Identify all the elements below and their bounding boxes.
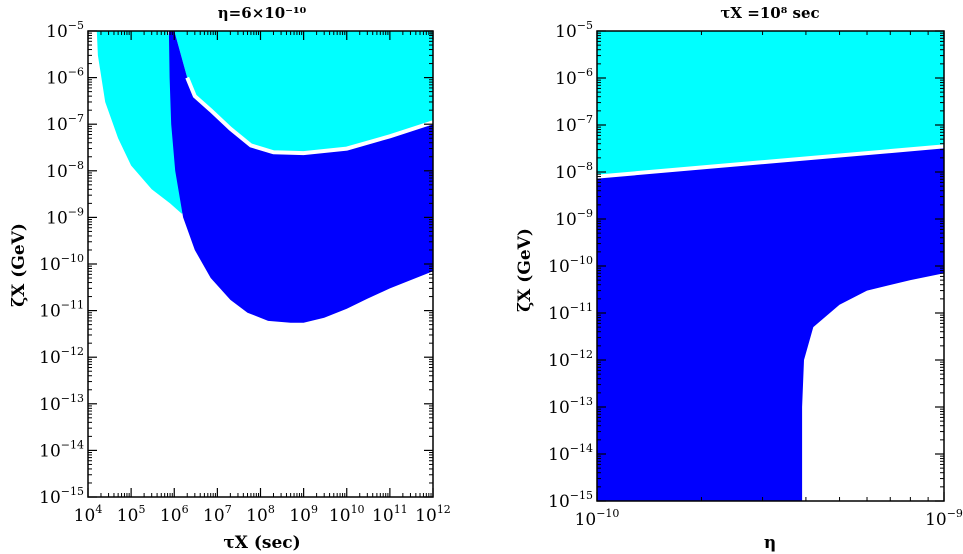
excluded-region-dark-1 — [597, 146, 944, 501]
x-axis-label: τX (sec) — [223, 533, 300, 553]
y-tick-label: 10−13 — [548, 395, 593, 418]
y-tick-label: 10−7 — [555, 113, 593, 136]
x-tick-label: 1012 — [415, 503, 451, 526]
y-tick-label: 10−6 — [555, 66, 593, 89]
x-tick-label: 1011 — [372, 503, 408, 526]
y-tick-label: 10−7 — [46, 112, 84, 135]
y-tick-label: 10−5 — [555, 19, 593, 42]
y-tick-label: 10−9 — [555, 207, 593, 230]
x-tick-label: 107 — [203, 503, 232, 526]
excluded-region-light-0 — [96, 31, 187, 214]
excluded-region-light-1 — [174, 31, 433, 154]
chart-title: τX =10⁸ sec — [720, 4, 819, 22]
y-tick-label: 10−12 — [548, 348, 593, 371]
y-tick-label: 10−12 — [39, 345, 84, 368]
y-tick-label: 10−5 — [46, 19, 84, 42]
y-tick-label: 10−8 — [46, 159, 84, 182]
excluded-region-dark-2 — [168, 31, 433, 323]
y-tick-label: 10−11 — [39, 299, 84, 322]
y-tick-label: 10−10 — [39, 252, 84, 275]
y-tick-label: 10−9 — [46, 205, 84, 228]
chart-title: η=6×10⁻¹⁰ — [218, 4, 307, 22]
y-tick-label: 10−13 — [39, 392, 84, 415]
y-tick-label: 10−14 — [548, 442, 593, 465]
y-tick-label: 10−15 — [39, 485, 84, 508]
x-tick-label: 109 — [289, 503, 318, 526]
y-tick-label: 10−6 — [46, 66, 84, 89]
region-boundary-line — [185, 76, 433, 156]
y-tick-label: 10−14 — [39, 438, 84, 461]
y-tick-label: 10−11 — [548, 301, 593, 324]
x-tick-label: 1010 — [329, 503, 365, 526]
series-group — [597, 31, 944, 501]
x-tick-label: 104 — [74, 503, 103, 526]
y-tick-label: 10−10 — [548, 254, 593, 277]
x-tick-label: 10−10 — [575, 507, 620, 530]
y-tick-label: 10−8 — [555, 160, 593, 183]
region-boundary-line — [597, 144, 944, 179]
x-tick-label: 10−9 — [925, 507, 963, 530]
left-panel: 10−15 10−14 10−13 10−12 10−11 10−10 10−9 10−8 10… — [9, 4, 451, 553]
x-axis-label: η — [764, 533, 776, 553]
y-axis-label: ζX (GeV) — [9, 223, 29, 307]
y-axis-label: ζX (GeV) — [515, 228, 535, 312]
right-panel: 10−15 10−14 10−13 10−12 10−11 10−10 10−9 10−8 10… — [515, 4, 963, 553]
x-tick-label: 106 — [160, 503, 189, 526]
excluded-region-light-0 — [597, 31, 944, 177]
series-group — [96, 31, 433, 323]
x-tick-label: 105 — [117, 503, 146, 526]
y-tick-label: 10−15 — [548, 489, 593, 512]
x-tick-label: 108 — [246, 503, 275, 526]
